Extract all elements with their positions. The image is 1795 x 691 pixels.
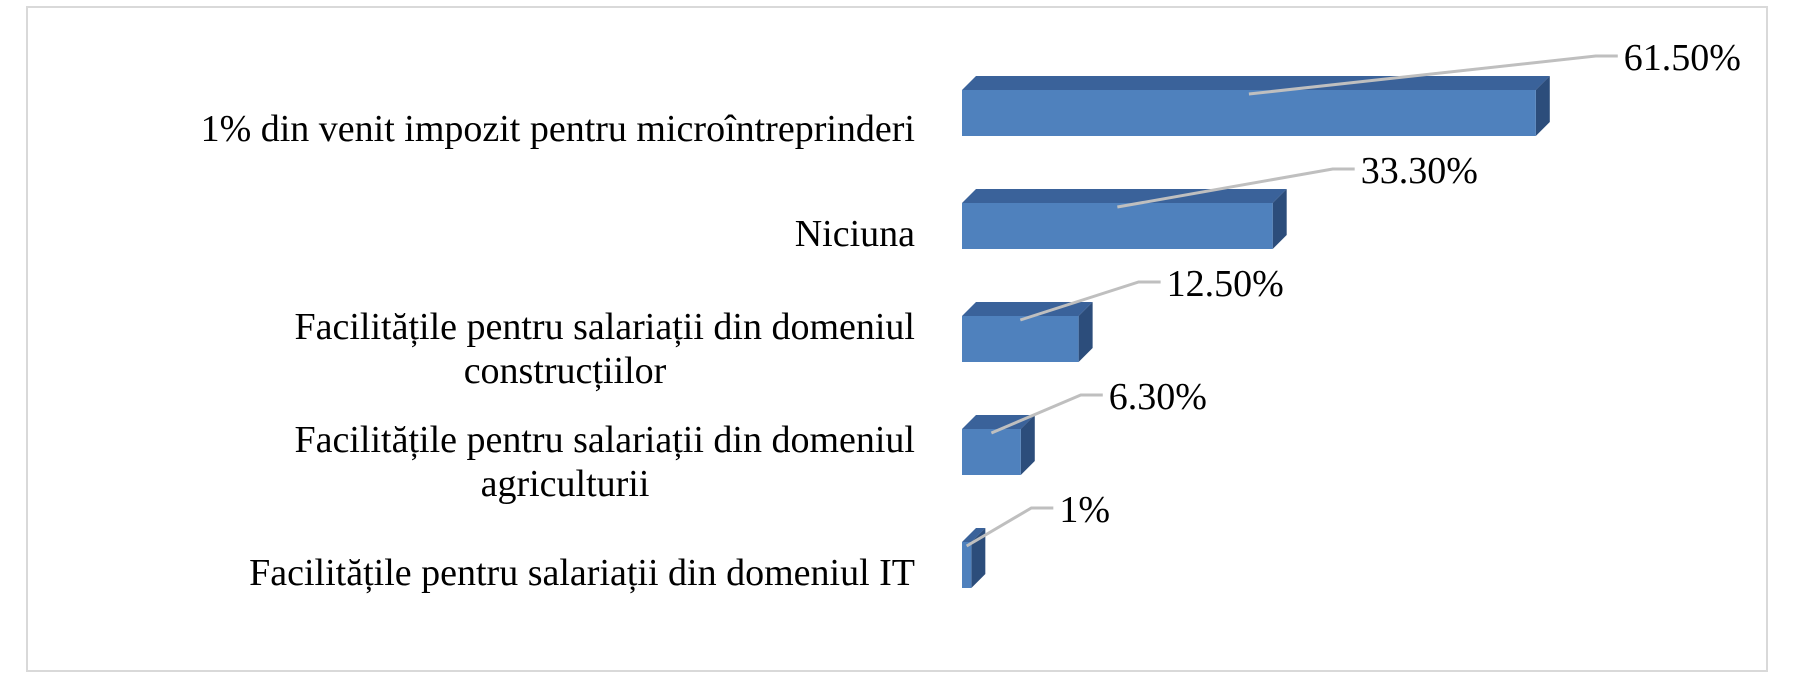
data-label: 6.30% xyxy=(1109,376,1207,418)
category-label: Facilitățile pentru salariații din domen… xyxy=(294,306,915,348)
category-label: Facilitățile pentru salariații din domen… xyxy=(294,419,915,461)
data-label: 12.50% xyxy=(1167,263,1284,305)
bar xyxy=(962,429,1021,475)
bar-top-face xyxy=(962,528,986,542)
data-label: 1% xyxy=(1059,489,1110,531)
leader-line xyxy=(1248,54,1618,96)
category-label: Niciuna xyxy=(795,213,915,255)
category-label: construcțiilor xyxy=(464,350,667,392)
bar-top-face xyxy=(962,302,1093,316)
bar xyxy=(962,316,1079,362)
leader-line xyxy=(990,393,1103,435)
bar-top-face xyxy=(962,415,1035,429)
bar-side-face xyxy=(1272,189,1287,249)
bar-top-face xyxy=(962,189,1287,203)
bar xyxy=(962,203,1273,249)
bar-top-face xyxy=(962,76,1550,90)
bar-side-face xyxy=(1535,76,1550,136)
category-label: Facilitățile pentru salariații din domen… xyxy=(249,552,915,594)
bar-side-face xyxy=(971,528,986,588)
leader-line xyxy=(1019,280,1161,322)
category-label: 1% din venit impozit pentru microîntrepr… xyxy=(201,108,915,150)
bar-side-face xyxy=(1020,415,1035,475)
data-label: 33.30% xyxy=(1361,150,1478,192)
bar xyxy=(962,90,1536,136)
data-label: 61.50% xyxy=(1624,37,1741,79)
leader-line xyxy=(965,506,1054,548)
category-label: agriculturii xyxy=(481,463,650,505)
leader-line xyxy=(1117,167,1355,209)
bar-side-face xyxy=(1078,302,1093,362)
bar xyxy=(962,542,972,588)
